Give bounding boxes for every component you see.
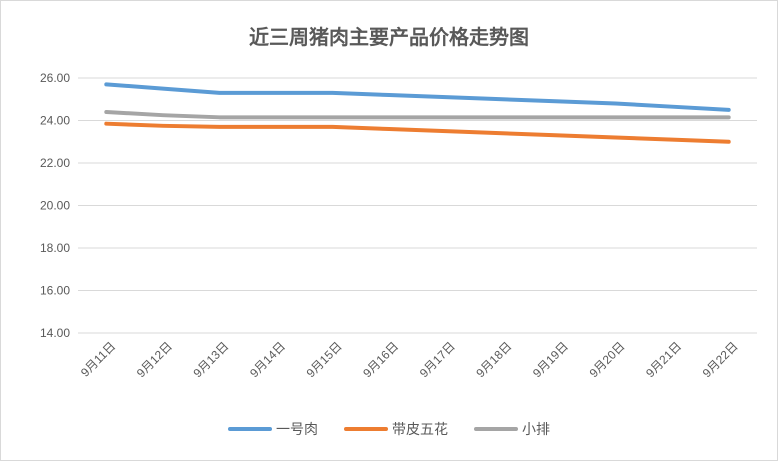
data-point: [219, 117, 220, 118]
data-point: [502, 133, 503, 134]
series-line-3: [106, 112, 728, 117]
y-tick-label: 16.00: [40, 284, 70, 298]
data-point: [162, 115, 163, 116]
x-tick-label: 9月15日: [304, 339, 345, 380]
legend-swatch: [344, 427, 388, 431]
data-point: [558, 117, 559, 118]
data-point: [672, 106, 673, 107]
legend-label: 小排: [522, 419, 550, 439]
data-point: [615, 103, 616, 104]
data-point: [106, 84, 107, 85]
data-point: [332, 117, 333, 118]
data-point: [276, 126, 277, 127]
x-tick-label: 9月14日: [247, 339, 288, 380]
series-line-2: [106, 124, 728, 142]
x-tick-label: 9月21日: [643, 339, 684, 380]
x-tick-label: 9月19日: [530, 339, 571, 380]
data-point: [389, 129, 390, 130]
data-point: [389, 95, 390, 96]
data-point: [502, 117, 503, 118]
data-point: [106, 123, 107, 124]
data-point: [106, 112, 107, 113]
data-point: [445, 117, 446, 118]
y-tick-label: 14.00: [40, 326, 70, 340]
data-point: [219, 92, 220, 93]
data-point: [558, 135, 559, 136]
x-tick-label: 9月12日: [134, 339, 175, 380]
data-point: [162, 88, 163, 89]
data-point: [615, 117, 616, 118]
data-point: [728, 141, 729, 142]
data-point: [672, 117, 673, 118]
y-tick-label: 26.00: [40, 71, 70, 85]
x-tick-label: 9月18日: [473, 339, 514, 380]
data-point: [445, 97, 446, 98]
data-point: [276, 92, 277, 93]
y-tick-label: 18.00: [40, 241, 70, 255]
legend-item-1: 一号肉: [228, 419, 318, 439]
data-point: [615, 137, 616, 138]
legend-label: 带皮五花: [392, 419, 448, 439]
x-tick-label: 9月20日: [587, 339, 628, 380]
data-point: [276, 117, 277, 118]
data-point: [502, 99, 503, 100]
data-point: [332, 126, 333, 127]
legend-item-3: 小排: [474, 419, 550, 439]
series-line-1: [106, 84, 728, 110]
x-tick-label: 9月11日: [78, 339, 118, 379]
legend-label: 一号肉: [276, 419, 318, 439]
data-point: [558, 101, 559, 102]
x-tick-label: 9月22日: [700, 339, 741, 380]
legend: 一号肉 带皮五花 小排: [1, 419, 777, 439]
data-point: [162, 125, 163, 126]
data-point: [672, 139, 673, 140]
y-tick-label: 24.00: [40, 114, 70, 128]
x-tick-label: 9月16日: [360, 339, 401, 380]
data-point: [389, 117, 390, 118]
legend-swatch: [228, 427, 272, 431]
data-point: [445, 131, 446, 132]
x-tick-label: 9月17日: [417, 339, 458, 380]
x-tick-label: 9月13日: [190, 339, 231, 380]
data-point: [219, 126, 220, 127]
y-tick-label: 20.00: [40, 199, 70, 213]
data-point: [728, 117, 729, 118]
legend-item-2: 带皮五花: [344, 419, 448, 439]
data-point: [728, 109, 729, 110]
legend-swatch: [474, 427, 518, 431]
y-tick-label: 22.00: [40, 156, 70, 170]
data-point: [332, 92, 333, 93]
